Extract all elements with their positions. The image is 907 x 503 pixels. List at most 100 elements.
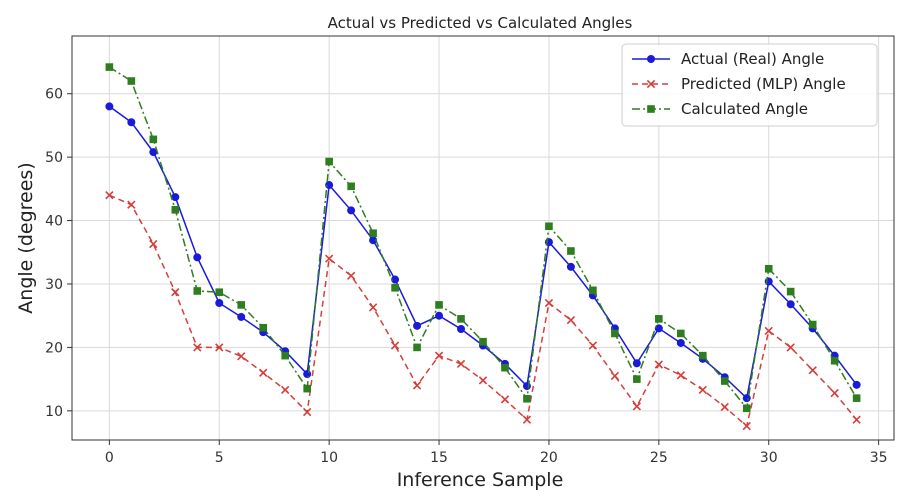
series-calculated xyxy=(105,63,861,413)
data-point-predicted xyxy=(654,360,663,369)
y-tick-label: 20 xyxy=(45,340,63,356)
data-point-predicted xyxy=(478,376,488,385)
data-point-calculated xyxy=(720,377,729,385)
data-point-actual xyxy=(413,321,422,330)
y-tick-label: 40 xyxy=(45,214,63,230)
legend-symbol-calculated xyxy=(632,105,670,113)
x-tick-label: 35 xyxy=(870,450,888,466)
data-point-calculated xyxy=(501,363,509,372)
legend-label-actual: Actual (Real) Angle xyxy=(681,50,824,68)
y-tick-label: 10 xyxy=(45,404,63,420)
series-layer xyxy=(105,63,861,431)
data-point-actual xyxy=(237,312,246,321)
data-point-predicted xyxy=(786,343,795,352)
legend-box xyxy=(621,43,878,127)
y-tick-label: 60 xyxy=(45,87,63,103)
data-point-actual xyxy=(457,325,466,334)
data-point-calculated xyxy=(830,356,839,365)
data-point-calculated xyxy=(786,287,795,296)
data-point-actual xyxy=(215,299,224,308)
data-point-predicted xyxy=(105,191,114,200)
data-point-calculated xyxy=(545,222,553,231)
data-point-calculated xyxy=(369,229,377,238)
data-point-calculated xyxy=(259,323,268,332)
series-line-predicted xyxy=(109,194,858,428)
legend-symbol-predicted xyxy=(632,79,670,89)
data-point-actual xyxy=(566,262,575,271)
y-tick-label: 30 xyxy=(45,277,63,293)
data-point-calculated xyxy=(808,320,817,329)
data-point-predicted xyxy=(324,254,334,263)
legend-label-calculated: Calculated Angle xyxy=(681,100,808,118)
legend-label-predicted: Predicted (MLP) Angle xyxy=(681,75,846,93)
data-point-predicted xyxy=(566,315,576,325)
data-point-calculated xyxy=(303,384,311,393)
data-point-predicted xyxy=(808,366,817,375)
data-point-predicted xyxy=(193,343,202,352)
data-point-actual xyxy=(676,338,685,347)
data-point-predicted xyxy=(346,271,356,280)
data-point-calculated xyxy=(698,351,707,360)
data-point-predicted xyxy=(390,341,400,350)
data-point-actual xyxy=(632,359,641,368)
data-point-calculated xyxy=(237,301,246,309)
legend-marker xyxy=(647,105,655,113)
x-tick-label: 25 xyxy=(650,450,668,466)
data-point-calculated xyxy=(105,63,114,71)
data-point-calculated xyxy=(479,337,487,346)
data-point-calculated xyxy=(852,394,861,402)
data-point-actual xyxy=(391,275,400,284)
data-point-predicted xyxy=(412,381,422,390)
data-point-predicted xyxy=(588,341,598,350)
data-point-predicted xyxy=(610,371,620,381)
chart-title: Actual vs Predicted vs Calculated Angles xyxy=(328,14,633,32)
axis-ticks: 0 5 10 15 20 25 30 35 10 20 30 40 50 60 xyxy=(45,87,887,466)
data-point-actual xyxy=(303,370,312,379)
series-actual xyxy=(105,102,861,403)
data-point-actual xyxy=(347,206,356,215)
legend: Actual (Real) Angle Predicted (MLP) Angl… xyxy=(621,43,878,127)
data-point-actual xyxy=(193,253,202,262)
legend-symbol-actual xyxy=(632,55,670,63)
data-point-predicted xyxy=(215,343,224,352)
data-point-calculated xyxy=(589,286,597,295)
data-point-calculated xyxy=(347,182,355,191)
data-point-predicted xyxy=(303,407,312,417)
x-tick-label: 0 xyxy=(105,450,114,466)
data-point-actual xyxy=(127,118,136,127)
data-point-predicted xyxy=(281,385,290,395)
data-point-actual xyxy=(149,148,158,157)
y-axis-label: Angle (degrees) xyxy=(15,162,37,313)
data-point-actual xyxy=(786,300,795,309)
data-point-calculated xyxy=(567,247,575,255)
data-point-predicted xyxy=(830,388,839,398)
data-point-actual xyxy=(171,193,180,202)
data-point-predicted xyxy=(764,326,773,336)
data-point-actual xyxy=(654,324,663,333)
data-point-calculated xyxy=(325,157,333,166)
data-point-actual xyxy=(435,311,444,320)
legend-marker xyxy=(646,79,656,89)
data-point-calculated xyxy=(677,329,685,338)
y-tick-label: 50 xyxy=(45,150,63,166)
x-tick-label: 20 xyxy=(540,450,558,466)
x-tick-label: 10 xyxy=(320,450,338,466)
data-point-predicted xyxy=(171,288,180,297)
data-point-predicted xyxy=(852,415,861,424)
data-point-calculated xyxy=(742,404,751,413)
data-point-calculated xyxy=(655,315,663,323)
data-point-calculated xyxy=(215,288,224,297)
data-point-calculated xyxy=(127,77,136,85)
data-point-actual xyxy=(369,236,378,245)
data-point-predicted xyxy=(676,371,685,380)
data-point-predicted xyxy=(522,415,532,424)
series-line-calculated xyxy=(108,66,858,411)
data-point-calculated xyxy=(413,343,421,352)
data-point-actual xyxy=(105,102,114,111)
data-point-calculated xyxy=(764,264,773,273)
plot-frame xyxy=(71,35,895,441)
data-point-calculated xyxy=(193,287,202,295)
series-predicted xyxy=(105,191,861,431)
data-point-calculated xyxy=(149,135,158,144)
data-point-calculated xyxy=(611,329,619,338)
